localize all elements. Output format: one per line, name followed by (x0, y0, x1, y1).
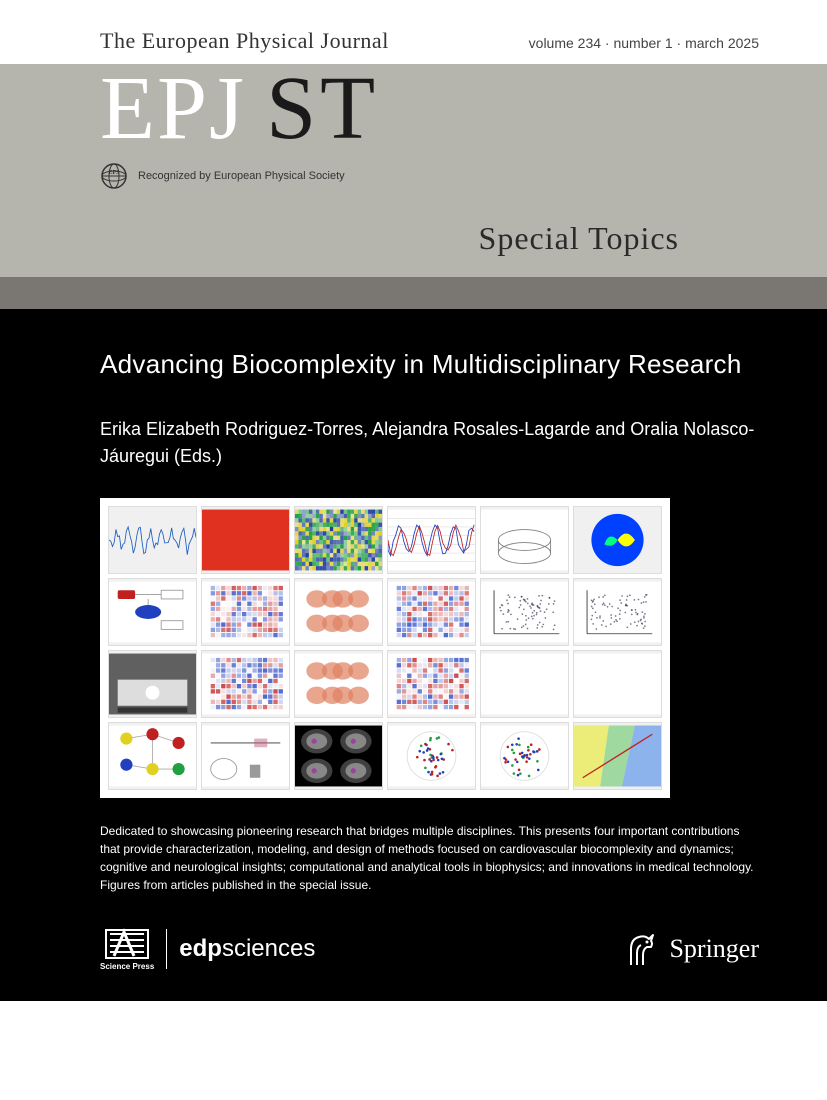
collage-thumb (573, 578, 662, 646)
collage-thumb (387, 578, 476, 646)
collage-thumb (294, 650, 383, 718)
logo-row: EPJ ST (100, 64, 759, 154)
science-press-label: Science Press (100, 962, 154, 971)
edp-light: sciences (222, 935, 315, 963)
editors-line: Erika Elizabeth Rodriguez-Torres, Alejan… (100, 416, 759, 470)
article-title: Advancing Biocomplexity in Multidiscipli… (100, 349, 759, 380)
publisher-row: Science Press edpsciences Springer (100, 918, 759, 971)
collage-thumb (108, 650, 197, 718)
collage-thumb (108, 722, 197, 790)
epj-logo-text: EPJ (100, 64, 246, 154)
collage-thumb (387, 722, 476, 790)
springer-text: Springer (669, 934, 759, 964)
eps-globe-icon: EPS (100, 162, 128, 190)
st-logo-text: ST (266, 64, 379, 154)
recognized-row: EPS Recognized by European Physical Soci… (100, 162, 759, 190)
recognized-text: Recognized by European Physical Society (138, 170, 345, 182)
springer-horse-icon (623, 929, 659, 969)
logo-divider (166, 929, 167, 969)
issue-info: volume 234 · number 1 · march 2025 (529, 35, 759, 51)
collage-thumb (294, 722, 383, 790)
journal-name: The European Physical Journal (100, 28, 389, 54)
collage-thumb (201, 578, 290, 646)
science-press-icon (104, 926, 150, 962)
svg-text:EPS: EPS (108, 170, 120, 176)
collage-thumb (573, 722, 662, 790)
collage-thumb (108, 506, 197, 574)
collage-thumb (480, 722, 569, 790)
description-text: Dedicated to showcasing pioneering resea… (100, 822, 759, 894)
edp-bold: edp (179, 935, 222, 963)
collage-thumb (480, 506, 569, 574)
left-publisher-logos: Science Press edpsciences (100, 926, 315, 971)
collage-thumb (108, 578, 197, 646)
collage-thumb (480, 578, 569, 646)
dark-grey-divider (0, 277, 827, 309)
collage-thumb (573, 650, 662, 718)
collage-thumb (201, 650, 290, 718)
collage-thumb (294, 578, 383, 646)
header-strip: The European Physical Journal volume 234… (0, 0, 827, 64)
collage-thumb (387, 650, 476, 718)
collage-thumb (201, 722, 290, 790)
figure-collage (100, 498, 670, 798)
masthead-band: EPJ ST EPS Recognized by European Physic… (0, 64, 827, 277)
collage-thumb (201, 506, 290, 574)
collage-thumb (573, 506, 662, 574)
edp-sciences-logo: edpsciences (179, 935, 315, 963)
collage-thumb (387, 506, 476, 574)
springer-logo: Springer (623, 929, 759, 969)
collage-thumb (294, 506, 383, 574)
special-topics-subtitle: Special Topics (100, 220, 759, 257)
content-section: Advancing Biocomplexity in Multidiscipli… (0, 309, 827, 1001)
collage-thumb (480, 650, 569, 718)
science-press-logo: Science Press (100, 926, 154, 971)
